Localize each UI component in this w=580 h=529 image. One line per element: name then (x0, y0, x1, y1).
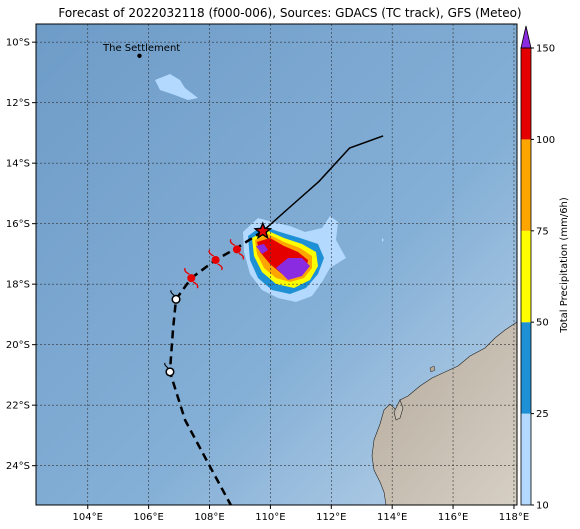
longitude-ticks: 104°E 106°E 108°E 110°E 112°E 114°E 116°E 118°E (73, 505, 529, 523)
settlement-label: The Settlement (102, 43, 180, 54)
map-frame (35, 23, 518, 506)
settlement-marker (137, 53, 142, 58)
colorbar-tick-label: 100 (536, 135, 555, 146)
forecast-track-line (168, 230, 264, 505)
lat-tick-label: 10°S (6, 38, 30, 49)
colorbar-label: Total Precipitation (mm/6h) (559, 197, 570, 334)
coastal-island (429, 365, 436, 373)
latitude-ticks: 10°S 12°S 14°S 16°S 18°S 20°S 22°S 24°S (6, 38, 36, 472)
track-symbols (164, 221, 273, 377)
lat-tick-label: 16°S (6, 219, 30, 230)
settlement-dot (137, 53, 142, 58)
lat-tick-label: 18°S (6, 280, 30, 291)
colorbar-tick-label: 10 (536, 501, 549, 512)
colorbar-segment (521, 230, 531, 323)
colorbar-segment (521, 48, 531, 140)
lat-tick-label: 20°S (6, 340, 30, 351)
colorbar-tick-label: 150 (536, 44, 555, 55)
lat-tick-label: 24°S (6, 461, 30, 472)
lon-tick-label: 112°E (316, 512, 346, 523)
past-track-line (262, 135, 384, 232)
lon-tick-label: 108°E (194, 512, 224, 523)
lon-tick-label: 118°E (499, 512, 529, 523)
colorbar: 10 25 50 75 100 150 (520, 25, 555, 512)
colorbar-tick-label: 50 (536, 318, 549, 329)
lon-tick-label: 110°E (255, 512, 285, 523)
low-symbol-icon (170, 290, 181, 304)
colorbar-segment (521, 139, 531, 231)
map-title: Forecast of 2022032118 (f000-006), Sourc… (58, 6, 522, 20)
cyclone-symbol-icon (184, 267, 199, 289)
low-symbol-icon (164, 362, 175, 377)
lat-tick-label: 12°S (6, 98, 30, 109)
lon-tick-label: 104°E (73, 512, 103, 523)
colorbar-extend-arrow (520, 25, 532, 49)
current-position-star-icon (253, 221, 273, 240)
graticule (36, 24, 517, 505)
colorbar-segment (521, 413, 531, 505)
lon-tick-label: 116°E (438, 512, 468, 523)
colorbar-segment (521, 322, 531, 414)
lat-tick-label: 14°S (6, 159, 30, 170)
precipitation-field (243, 216, 384, 302)
lon-tick-label: 114°E (377, 512, 407, 523)
cyclone-symbol-icon (208, 249, 223, 271)
precip-patch-north (155, 74, 198, 100)
lon-tick-label: 106°E (133, 512, 163, 523)
cyclone-symbol-icon (229, 239, 245, 260)
colorbar-tick-label: 75 (536, 226, 549, 237)
colorbar-tick-label: 25 (536, 409, 549, 420)
lat-tick-label: 22°S (6, 401, 30, 412)
